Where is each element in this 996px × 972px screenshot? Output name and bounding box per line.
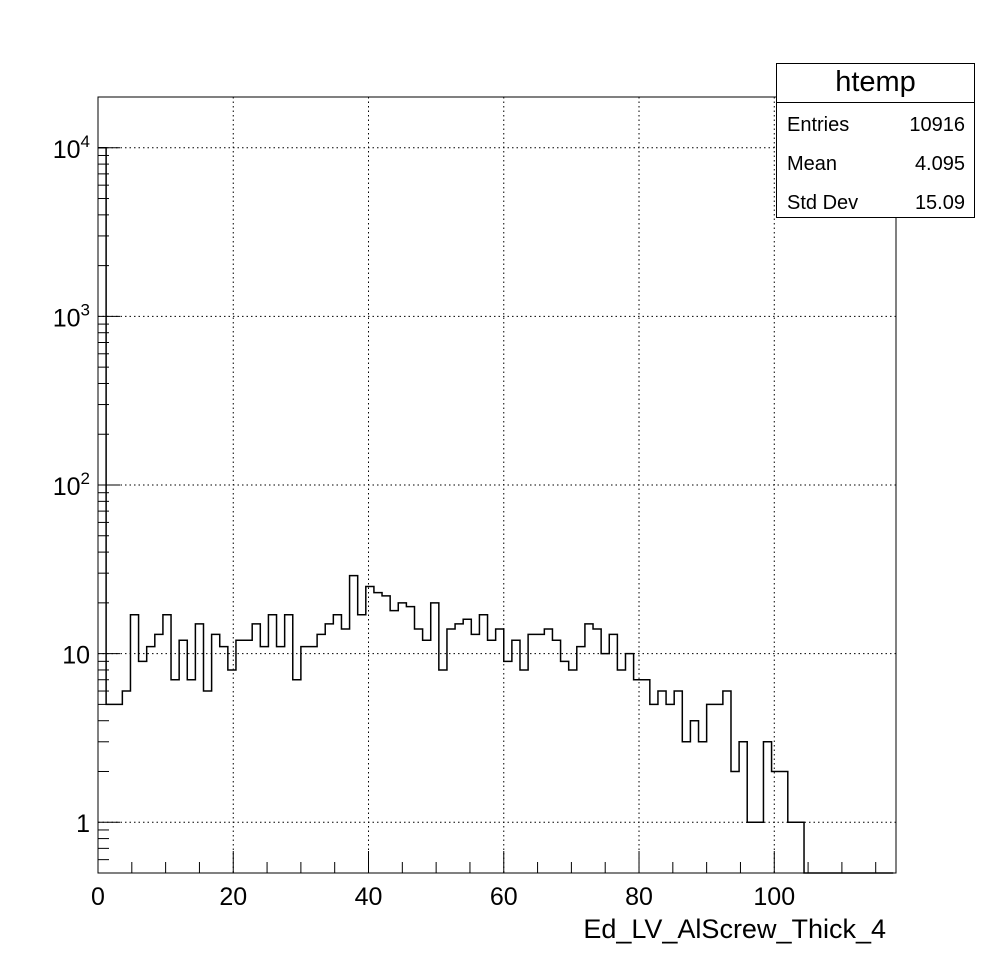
x-tick-label: 0 <box>91 883 105 911</box>
stats-row-mean: Mean 4.095 <box>777 142 974 181</box>
x-tick-label: 100 <box>753 883 795 911</box>
x-axis: 0 20 40 60 80 100 <box>91 851 877 911</box>
x-tick-label: 40 <box>355 883 383 911</box>
x-tick-label: 80 <box>625 883 653 911</box>
y-tick-label: 10 <box>62 642 90 670</box>
stats-value: 15.09 <box>914 192 965 214</box>
stats-value: 4.095 <box>914 153 965 175</box>
stats-label: Std Dev <box>787 192 859 214</box>
x-tick-label: 60 <box>490 883 518 911</box>
stats-label: Mean <box>787 153 838 175</box>
stats-label: Entries <box>787 114 850 136</box>
y-tick-label: 103 <box>53 300 90 332</box>
histogram-line <box>98 147 894 874</box>
y-tick-label: 102 <box>53 469 90 501</box>
stats-box: htemp Entries 10916 Mean 4.095 Std Dev 1… <box>776 63 975 218</box>
histogram-series <box>98 147 894 874</box>
y-tick-label: 1 <box>76 810 90 838</box>
stats-row-entries: Entries 10916 <box>777 103 974 142</box>
grid-lines <box>98 97 896 873</box>
stats-title: htemp <box>777 64 974 103</box>
x-axis-title: Ed_LV_AlScrew_Thick_4 <box>583 914 886 944</box>
y-axis: 1 10 102 103 104 <box>53 96 120 874</box>
stats-value: 10916 <box>909 114 965 136</box>
stats-row-stddev: Std Dev 15.09 <box>777 181 974 220</box>
y-tick-label: 104 <box>53 132 90 164</box>
x-tick-label: 20 <box>219 883 247 911</box>
